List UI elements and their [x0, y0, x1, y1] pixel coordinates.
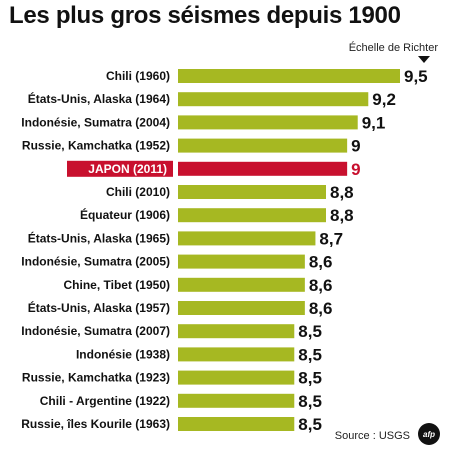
scale-label: Échelle de Richter	[348, 42, 438, 54]
logo-text: afp	[423, 429, 435, 439]
bar	[178, 254, 305, 269]
chart-title: Les plus gros séismes depuis 1900	[9, 2, 401, 29]
scale-arrow-icon	[418, 56, 430, 63]
bar	[178, 185, 326, 199]
highlight-label-background	[67, 160, 173, 177]
bar	[178, 92, 369, 107]
value-label: 8,5	[298, 322, 322, 341]
value-label: 8,6	[309, 276, 333, 295]
category-label: Russie, Kamchatka (1923)	[22, 371, 170, 385]
bar	[178, 393, 295, 408]
category-label: États-Unis, Alaska (1965)	[28, 230, 170, 245]
afp-logo-icon: afp	[418, 423, 440, 445]
category-label: Indonésie, Sumatra (2005)	[21, 255, 170, 269]
value-label: 8,8	[330, 183, 354, 202]
bar	[178, 324, 295, 339]
bar	[178, 417, 295, 431]
bar	[178, 161, 348, 176]
category-label: Chili (1960)	[106, 69, 170, 83]
category-label: Équateur (1906)	[80, 207, 170, 222]
category-label: Russie, îles Kourile (1963)	[21, 417, 170, 431]
bar	[178, 69, 400, 83]
bar	[178, 277, 305, 292]
value-label: 8,6	[309, 299, 333, 318]
value-label: 8,7	[319, 229, 343, 248]
value-label: 9	[351, 160, 360, 179]
category-label: Indonésie, Sumatra (2004)	[21, 115, 170, 129]
value-label: 9,2	[372, 90, 396, 109]
value-label: 9,5	[404, 67, 428, 86]
bar	[178, 115, 358, 130]
value-label: 8,6	[309, 253, 333, 272]
value-label: 8,5	[298, 345, 322, 364]
bar	[178, 231, 316, 246]
value-label: 9,1	[362, 113, 386, 132]
category-label: États-Unis, Alaska (1964)	[28, 91, 170, 106]
value-label: 8,8	[330, 206, 354, 225]
value-label: 9	[351, 137, 360, 156]
bar	[178, 301, 305, 315]
bar	[178, 347, 295, 362]
value-label: 8,5	[298, 369, 322, 388]
category-label: Indonésie (1938)	[76, 347, 170, 361]
category-label: Chili - Argentine (1922)	[40, 394, 170, 408]
value-label: 8,5	[298, 415, 322, 434]
category-label: États-Unis, Alaska (1957)	[28, 300, 170, 315]
category-label: Indonésie, Sumatra (2007)	[21, 324, 170, 338]
category-label: Chili (2010)	[106, 185, 170, 199]
value-label: 8,5	[298, 392, 322, 411]
bar	[178, 138, 348, 153]
bar	[178, 208, 326, 223]
source-note: Source : USGS	[334, 430, 410, 442]
category-label: JAPON (2011)	[88, 162, 167, 176]
category-label: Russie, Kamchatka (1952)	[22, 139, 170, 153]
bar	[178, 370, 295, 385]
category-label: Chine, Tibet (1950)	[64, 278, 170, 292]
